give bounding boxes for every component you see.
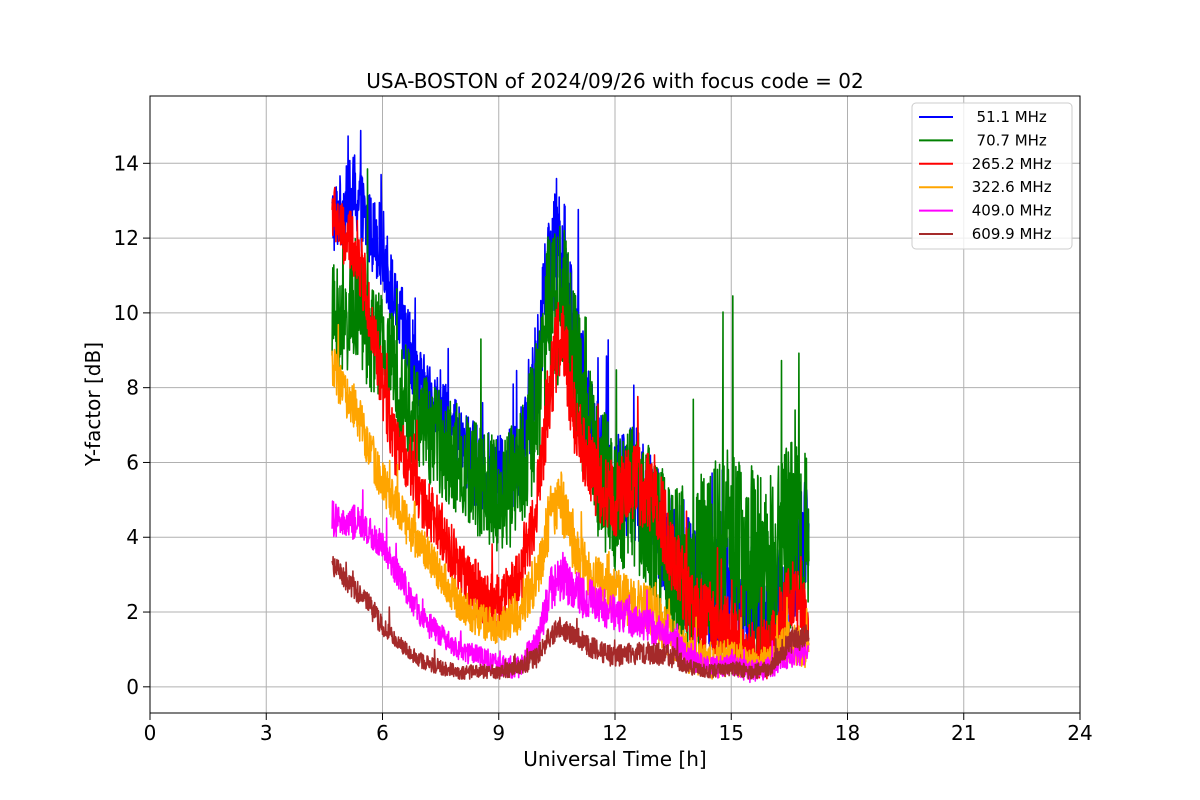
x-tick-label: 12 [602,721,627,745]
legend-label: 322.6 MHz [967,178,1052,196]
x-tick-label: 24 [1067,721,1092,745]
series-line-5 [331,555,810,680]
legend-label: 409.0 MHz [967,202,1052,220]
series-lines [331,129,810,684]
series-line-1 [331,168,810,664]
y-tick-label: 10 [114,301,139,325]
x-tick-label: 21 [951,721,976,745]
y-axis-label: Y-factor [dB] [81,342,105,467]
series-line-4 [331,489,810,684]
x-tick-label: 18 [835,721,860,745]
y-tick-label: 4 [126,525,139,549]
y-tick-label: 0 [126,675,139,699]
legend-label: 70.7 MHz [967,131,1047,149]
y-tick-label: 14 [114,151,139,175]
legend-label: 265.2 MHz [967,155,1052,173]
legend: 51.1 MHz 70.7 MHz 265.2 MHz 322.6 MHz 40… [911,102,1073,250]
y-tick-label: 2 [126,600,139,624]
x-tick-label: 6 [376,721,389,745]
chart-title: USA-BOSTON of 2024/09/26 with focus code… [366,69,863,93]
legend-label: 609.9 MHz [967,225,1052,243]
legend-label: 51.1 MHz [967,108,1047,126]
x-axis-label: Universal Time [h] [523,747,706,771]
x-tick-label: 3 [260,721,273,745]
y-tick-label: 12 [114,226,139,250]
series-line-2 [331,186,810,680]
x-tick-label: 0 [144,721,157,745]
x-tick-label: 15 [719,721,744,745]
y-tick-label: 8 [126,376,139,400]
x-tick-label: 9 [492,721,505,745]
y-tick-label: 6 [126,450,139,474]
